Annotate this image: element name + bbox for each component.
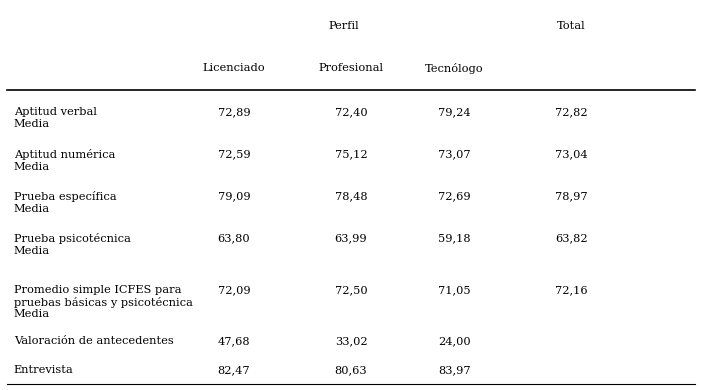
Text: 79,09: 79,09 [218,191,251,201]
Text: 79,24: 79,24 [438,107,470,117]
Text: 63,80: 63,80 [218,233,251,243]
Text: 72,82: 72,82 [555,107,588,117]
Text: 72,59: 72,59 [218,149,251,159]
Text: Prueba psicotécnica
Media: Prueba psicotécnica Media [14,233,131,256]
Text: 83,97: 83,97 [438,365,470,375]
Text: 72,50: 72,50 [335,285,367,295]
Text: 59,18: 59,18 [438,233,470,243]
Text: 47,68: 47,68 [218,337,251,346]
Text: Profesional: Profesional [319,63,383,73]
Text: 78,48: 78,48 [335,191,367,201]
Text: Total: Total [557,21,585,31]
Text: Promedio simple ICFES para
pruebas básicas y psicotécnica
Media: Promedio simple ICFES para pruebas básic… [14,285,193,319]
Text: 33,02: 33,02 [335,337,367,346]
Text: 78,97: 78,97 [555,191,588,201]
Text: Perfil: Perfil [329,21,359,31]
Text: 63,99: 63,99 [335,233,367,243]
Text: 72,16: 72,16 [555,285,588,295]
Text: Licenciado: Licenciado [203,63,265,73]
Text: 72,40: 72,40 [335,107,367,117]
Text: Aptitud verbal
Media: Aptitud verbal Media [14,107,97,129]
Text: Valoración de antecedentes: Valoración de antecedentes [14,337,173,346]
Text: 82,47: 82,47 [218,365,251,375]
Text: Tecnólogo: Tecnólogo [425,63,484,74]
Text: 24,00: 24,00 [438,337,470,346]
Text: 71,05: 71,05 [438,285,470,295]
Text: Prueba específica
Media: Prueba específica Media [14,191,117,214]
Text: 80,63: 80,63 [335,365,367,375]
Text: 72,89: 72,89 [218,107,251,117]
Text: 72,69: 72,69 [438,191,470,201]
Text: 63,82: 63,82 [555,233,588,243]
Text: 73,07: 73,07 [438,149,470,159]
Text: Aptitud numérica
Media: Aptitud numérica Media [14,149,115,172]
Text: 72,09: 72,09 [218,285,251,295]
Text: Entrevista: Entrevista [14,365,74,375]
Text: 73,04: 73,04 [555,149,588,159]
Text: 75,12: 75,12 [335,149,367,159]
